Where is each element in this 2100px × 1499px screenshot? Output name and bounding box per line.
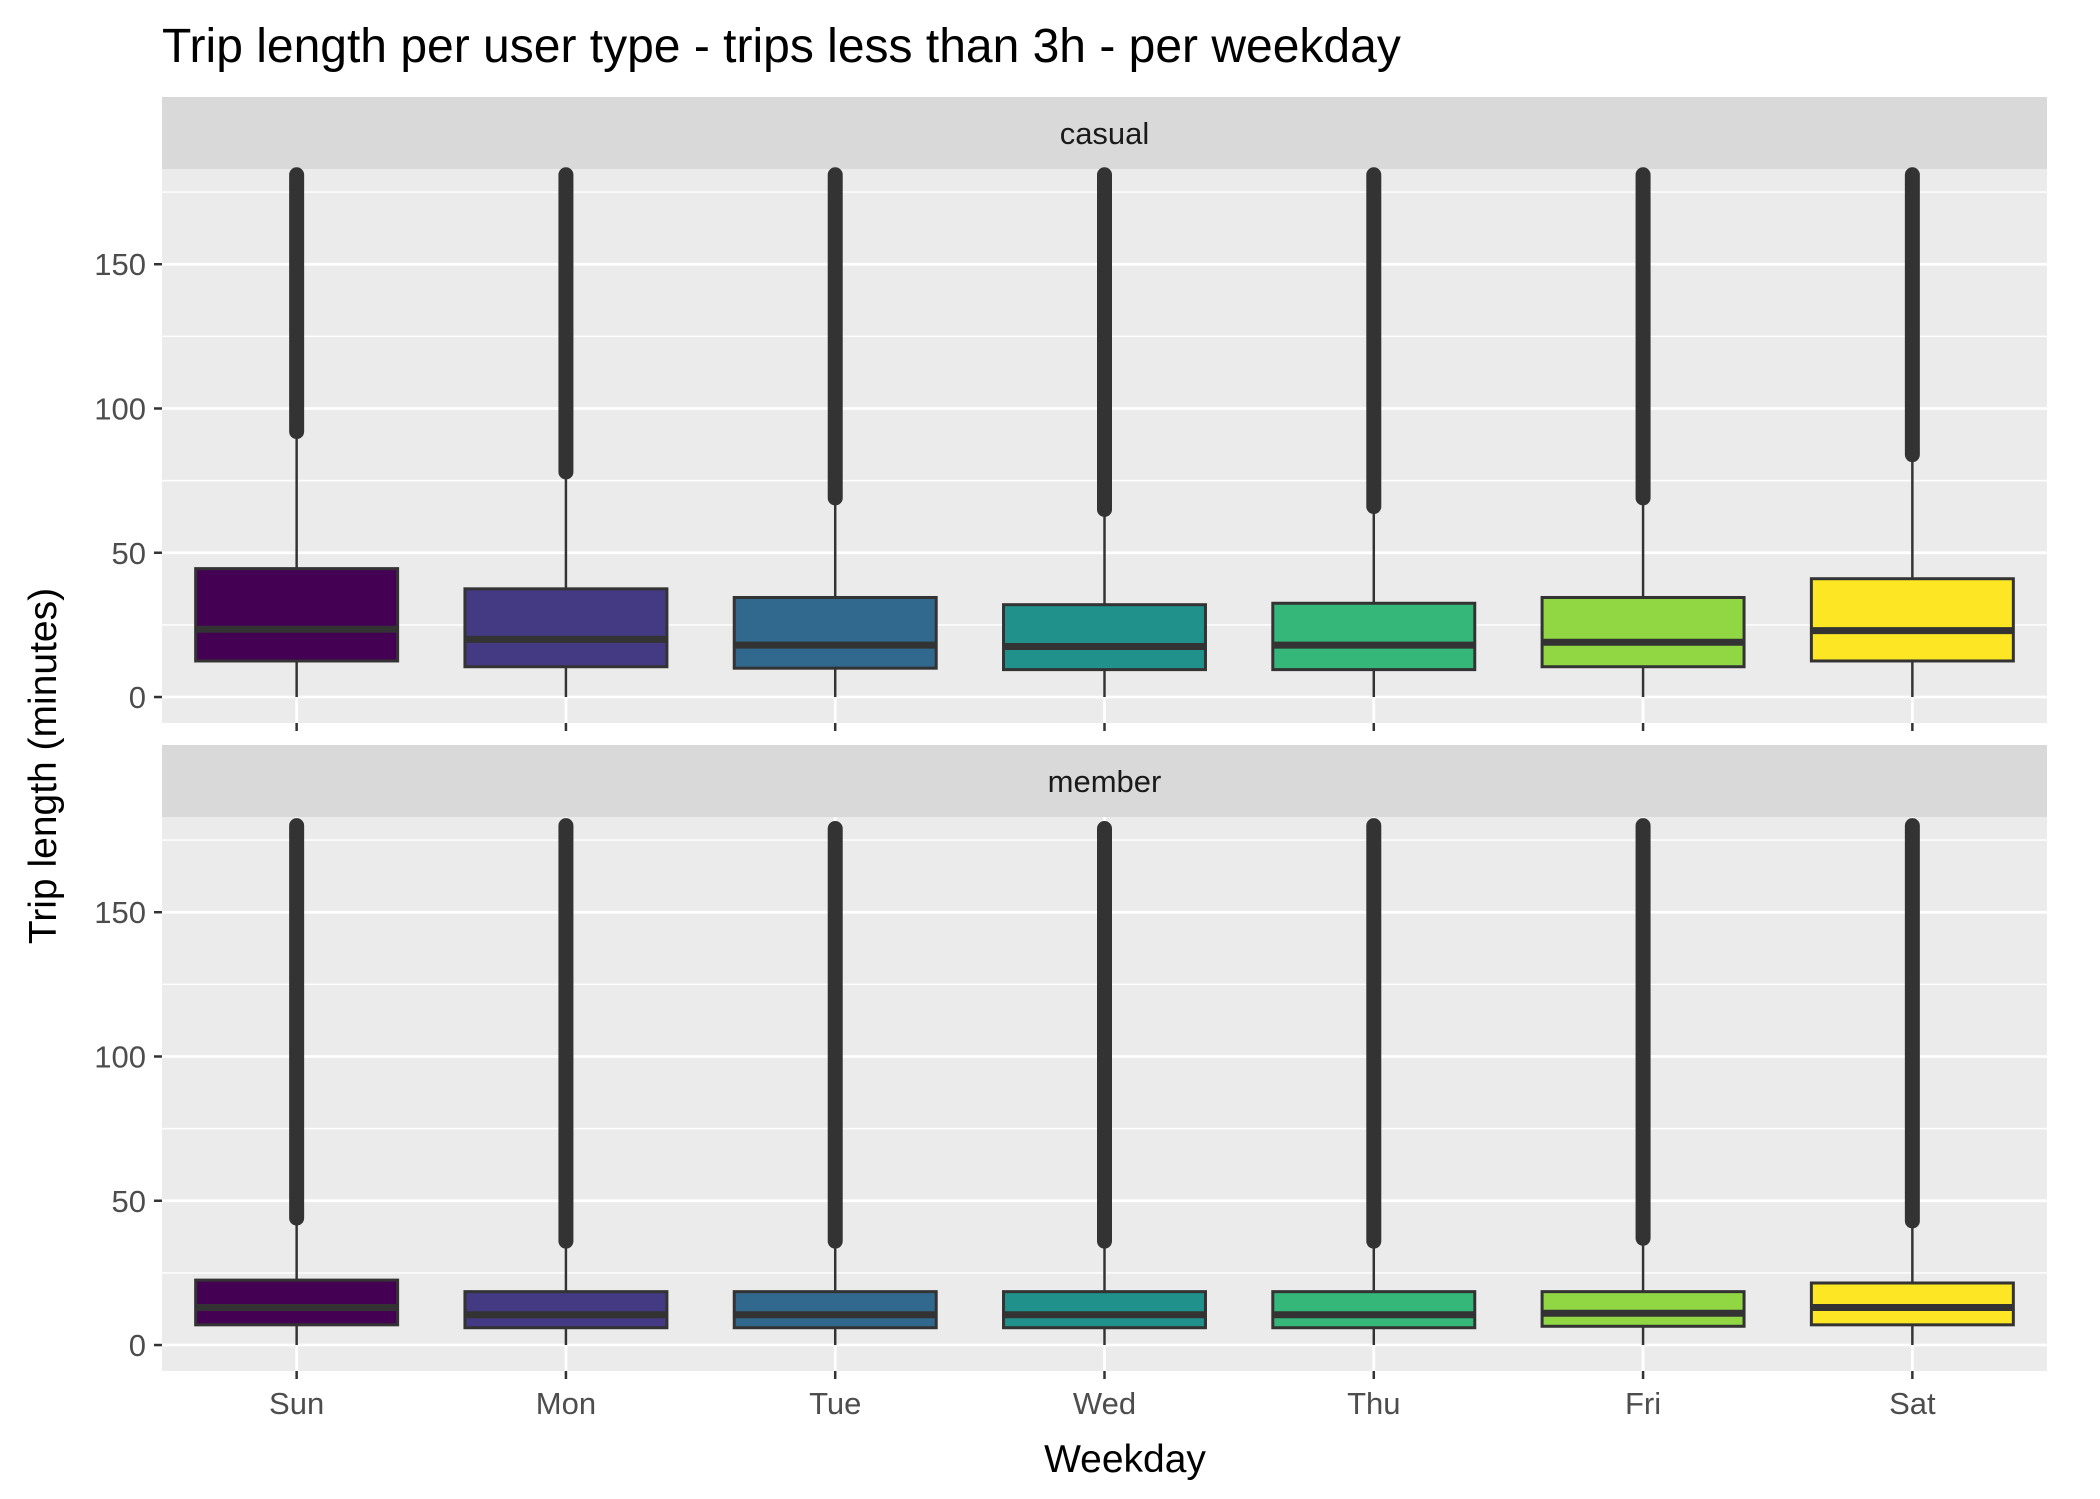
facet-strip xyxy=(162,97,2047,169)
y-tick-label: 150 xyxy=(94,895,146,930)
box-body xyxy=(1809,577,2015,663)
box-body xyxy=(732,595,938,670)
x-tick-label: Sat xyxy=(1889,1386,1936,1421)
box-body xyxy=(1271,601,1477,672)
y-tick-label: 0 xyxy=(129,680,146,715)
y-axis-title: Trip length (minutes) xyxy=(22,588,65,944)
x-tick-label: Mon xyxy=(536,1386,596,1421)
box-member-Tue xyxy=(732,821,938,1346)
box-casual-Tue xyxy=(732,167,938,698)
box-body xyxy=(1540,1290,1746,1328)
y-tick-label: 100 xyxy=(94,391,146,426)
box-casual-Wed xyxy=(1002,167,1207,698)
box-member-Sat xyxy=(1809,818,2015,1346)
x-tick-label: Wed xyxy=(1073,1386,1136,1421)
x-tick-label: Thu xyxy=(1347,1386,1400,1421)
y-tick-label: 0 xyxy=(129,1328,146,1363)
box-body xyxy=(1002,603,1207,672)
box-casual-Sat xyxy=(1809,167,2015,698)
box-body xyxy=(194,567,400,663)
box-member-Sun xyxy=(194,818,400,1346)
x-tick-label: Fri xyxy=(1625,1386,1661,1421)
y-tick-label: 150 xyxy=(94,247,146,282)
box-body xyxy=(1002,1290,1207,1330)
box-casual-Mon xyxy=(463,167,669,698)
y-tick-label: 100 xyxy=(94,1039,146,1074)
facet-panel-casual: casual 0 50 100 150 xyxy=(94,97,2047,731)
box-body xyxy=(463,587,669,669)
box-body xyxy=(1271,1290,1477,1330)
box-body xyxy=(732,1290,938,1330)
box-body xyxy=(1540,595,1746,669)
box-body xyxy=(194,1278,400,1327)
y-tick-label: 50 xyxy=(112,1184,146,1219)
facet-panel-member: member 0 50 100 150 Sun Mon Tue Wed Thu Fri Sat xyxy=(94,745,2047,1421)
box-member-Thu xyxy=(1271,818,1477,1346)
facet-strip xyxy=(162,745,2047,817)
box-member-Mon xyxy=(463,818,669,1346)
facet-strip-label: member xyxy=(1048,764,1162,799)
y-tick-label: 50 xyxy=(112,536,146,571)
x-tick-label: Tue xyxy=(809,1386,861,1421)
facet-strip-label: casual xyxy=(1060,116,1150,151)
facet-panels: casual 0 50 100 150 member 0 50 100 150 Sun Mon Tue W… xyxy=(94,97,2047,1421)
x-axis-title: Weekday xyxy=(1044,1438,1206,1481)
x-tick-label: Sun xyxy=(269,1386,324,1421)
box-casual-Fri xyxy=(1540,167,1746,698)
box-casual-Sun xyxy=(194,167,400,698)
box-body xyxy=(463,1290,669,1330)
box-member-Wed xyxy=(1002,821,1207,1346)
box-member-Fri xyxy=(1540,818,1746,1346)
chart-title: Trip length per user type - trips less t… xyxy=(162,20,1401,73)
box-casual-Thu xyxy=(1271,167,1477,698)
box-body xyxy=(1809,1281,2015,1327)
